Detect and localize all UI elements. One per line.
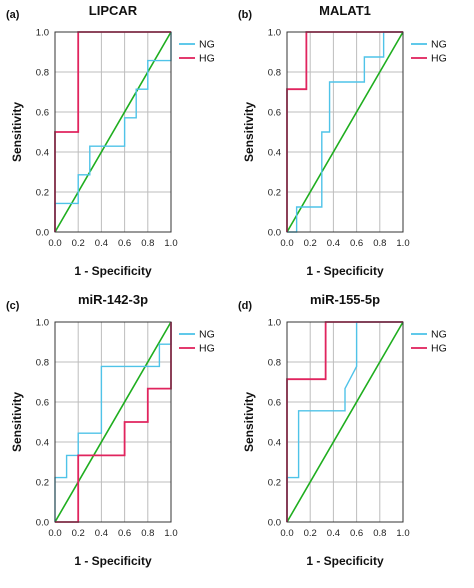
y-tick-label: 1.0 <box>36 318 49 329</box>
x-tick-label: 0.2 <box>72 528 85 539</box>
y-tick-label: 0.6 <box>36 398 49 409</box>
x-axis-label: 1 - Specificity <box>74 554 152 568</box>
y-tick-label: 0.4 <box>268 438 281 449</box>
x-tick-label: 0.8 <box>373 528 386 539</box>
y-tick-label: 1.0 <box>268 318 281 329</box>
y-tick-label: 0.4 <box>36 148 49 159</box>
x-tick-label: 1.0 <box>396 238 409 249</box>
y-tick-label: 1.0 <box>36 28 49 39</box>
x-tick-label: 0.8 <box>141 528 154 539</box>
x-tick-label: 1.0 <box>164 528 177 539</box>
y-tick-label: 0.2 <box>36 478 49 489</box>
x-tick-label: 0.6 <box>118 528 131 539</box>
y-tick-label: 0.8 <box>268 358 281 369</box>
plot-frame <box>286 321 404 523</box>
x-axis-label: 1 - Specificity <box>306 264 384 278</box>
y-tick-label: 0.4 <box>36 438 49 449</box>
x-tick-label: 0.4 <box>95 528 108 539</box>
y-tick-label: 0.2 <box>268 188 281 199</box>
x-tick-label: 0.2 <box>304 528 317 539</box>
x-axis-label: 1 - Specificity <box>74 264 152 278</box>
y-tick-label: 0.0 <box>36 228 49 239</box>
y-axis-label: Sensitivity <box>10 102 24 162</box>
reference-line <box>54 31 172 233</box>
y-tick-label: 0.8 <box>268 68 281 79</box>
x-tick-label: 0.6 <box>350 528 363 539</box>
y-tick-label: 0.0 <box>268 518 281 529</box>
x-tick-label: 0.4 <box>327 528 340 539</box>
y-tick-label: 0.6 <box>268 108 281 119</box>
y-tick-label: 0.6 <box>36 108 49 119</box>
y-tick-label: 1.0 <box>268 28 281 39</box>
y-tick-label: 0.8 <box>36 358 49 369</box>
y-axis-label: Sensitivity <box>10 392 24 452</box>
legend-label-hg: HG <box>199 343 215 355</box>
roc-curve-ng <box>287 31 403 233</box>
y-tick-label: 0.0 <box>268 228 281 239</box>
y-tick-label: 0.2 <box>36 188 49 199</box>
chart-title: miR-155-5p <box>310 292 380 307</box>
legend-label-ng: NG <box>431 329 447 341</box>
x-tick-label: 0.0 <box>280 528 293 539</box>
y-tick-label: 0.6 <box>268 398 281 409</box>
y-tick-label: 0.4 <box>268 148 281 159</box>
x-tick-label: 0.4 <box>327 238 340 249</box>
x-tick-label: 0.2 <box>72 238 85 249</box>
legend-label-hg: HG <box>431 343 447 355</box>
x-tick-label: 0.4 <box>95 238 108 249</box>
legend-label-ng: NG <box>199 329 215 341</box>
x-tick-label: 1.0 <box>396 528 409 539</box>
panel-label: (d) <box>238 300 252 312</box>
reference-line <box>286 321 404 523</box>
plot-frame <box>286 31 404 233</box>
roc-curve-hg <box>55 322 172 523</box>
x-tick-label: 0.8 <box>141 238 154 249</box>
legend-label-hg: HG <box>431 53 447 65</box>
x-tick-label: 1.0 <box>164 238 177 249</box>
x-tick-label: 0.0 <box>48 528 61 539</box>
legend-label-ng: NG <box>199 39 215 51</box>
y-tick-label: 0.0 <box>36 518 49 529</box>
panel-label: (a) <box>6 9 20 21</box>
roc-curve-ng <box>286 321 403 522</box>
chart-title: LIPCAR <box>89 3 138 18</box>
chart-title: miR-142-3p <box>78 292 148 307</box>
y-tick-label: 0.2 <box>268 478 281 489</box>
panel-label: (c) <box>6 300 20 312</box>
x-axis-label: 1 - Specificity <box>306 554 384 568</box>
y-axis-label: Sensitivity <box>242 392 256 452</box>
x-tick-label: 0.6 <box>350 238 363 249</box>
chart-title: MALAT1 <box>319 3 371 18</box>
x-tick-label: 0.0 <box>280 238 293 249</box>
roc-curve-ng <box>54 322 172 522</box>
y-axis-label: Sensitivity <box>242 102 256 162</box>
x-tick-label: 0.6 <box>118 238 131 249</box>
plot-frame <box>54 321 172 523</box>
reference-line <box>54 321 172 523</box>
x-tick-label: 0.2 <box>304 238 317 249</box>
x-tick-label: 0.8 <box>373 238 386 249</box>
plot-frame <box>54 31 172 233</box>
roc-curve-ng <box>54 32 172 232</box>
x-tick-label: 0.0 <box>48 238 61 249</box>
legend-label-ng: NG <box>431 39 447 51</box>
reference-line <box>286 31 404 233</box>
y-tick-label: 0.8 <box>36 68 49 79</box>
panel-label: (b) <box>238 9 252 21</box>
legend-label-hg: HG <box>199 53 215 65</box>
